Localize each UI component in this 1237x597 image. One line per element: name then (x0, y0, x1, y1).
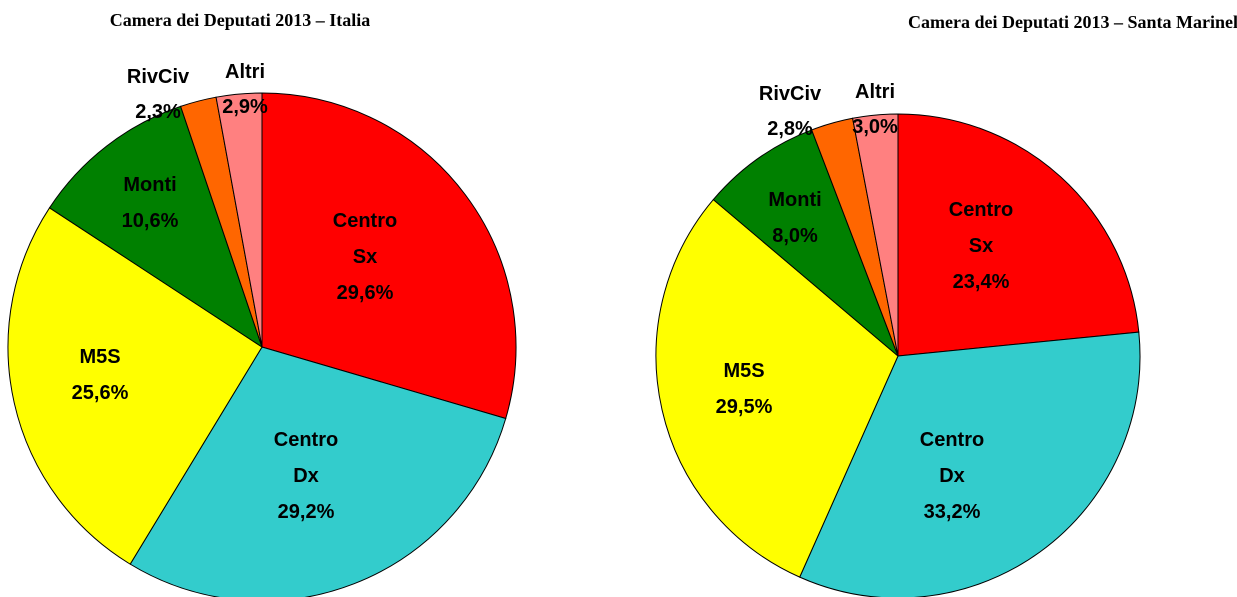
value-label: 2,9% (222, 96, 268, 118)
category-label: Altri (225, 61, 265, 83)
value-label: 23,4% (952, 271, 1010, 293)
category-label: Centro Sx (948, 199, 1014, 257)
slice-label: RivCiv 2,3% (113, 60, 203, 130)
value-label: 29,2% (277, 501, 335, 523)
pie-slice (799, 331, 1141, 597)
pie-slice (7, 207, 263, 565)
value-label: 29,6% (336, 282, 394, 304)
slice-label: M5S 29,5% (699, 353, 789, 425)
value-label: 33,2% (923, 501, 981, 523)
slice-label: Monti 8,0% (750, 182, 840, 254)
category-label: RivCiv (758, 83, 822, 105)
value-label: 3,0% (852, 116, 898, 138)
pie-slice (261, 92, 517, 420)
value-label: 8,0% (772, 225, 818, 247)
pie-slice (48, 105, 263, 349)
category-label: RivCiv (126, 66, 190, 88)
pie-slice (215, 92, 263, 348)
chart-title: Camera dei Deputati 2013 – Italia (109, 10, 371, 30)
pie-slice (712, 129, 899, 357)
value-label: 2,8% (767, 118, 813, 140)
pie-slice (852, 113, 899, 357)
slice-label: M5S 25,6% (55, 339, 145, 411)
category-label: M5S (723, 360, 765, 382)
slice-label: Centro Sx 29,6% (320, 203, 410, 311)
category-label: Monti (123, 174, 177, 196)
slice-label: Altri 3,0% (830, 75, 920, 145)
slice-label: Centro Sx 23,4% (936, 192, 1026, 300)
category-label: Centro Sx (332, 210, 398, 268)
category-label: Centro Dx (919, 429, 985, 487)
slice-label: Centro Dx 33,2% (907, 422, 997, 530)
pie-slice (897, 113, 1140, 357)
category-label: Altri (855, 81, 895, 103)
value-label: 10,6% (121, 210, 179, 232)
category-label: Centro Dx (273, 429, 339, 487)
category-label: M5S (79, 346, 121, 368)
slice-label: Altri 2,9% (200, 55, 290, 125)
pie-slice (655, 198, 899, 578)
value-label: 2,3% (135, 101, 181, 123)
value-label: 29,5% (715, 396, 773, 418)
slice-label: RivCiv 2,8% (745, 77, 835, 147)
slice-label: Monti 10,6% (105, 167, 195, 239)
slice-label: Centro Dx 29,2% (261, 422, 351, 530)
category-label: Monti (768, 189, 822, 211)
chart-title: Camera dei Deputati 2013 – Santa Marinel… (908, 12, 1237, 32)
value-label: 25,6% (71, 382, 129, 404)
